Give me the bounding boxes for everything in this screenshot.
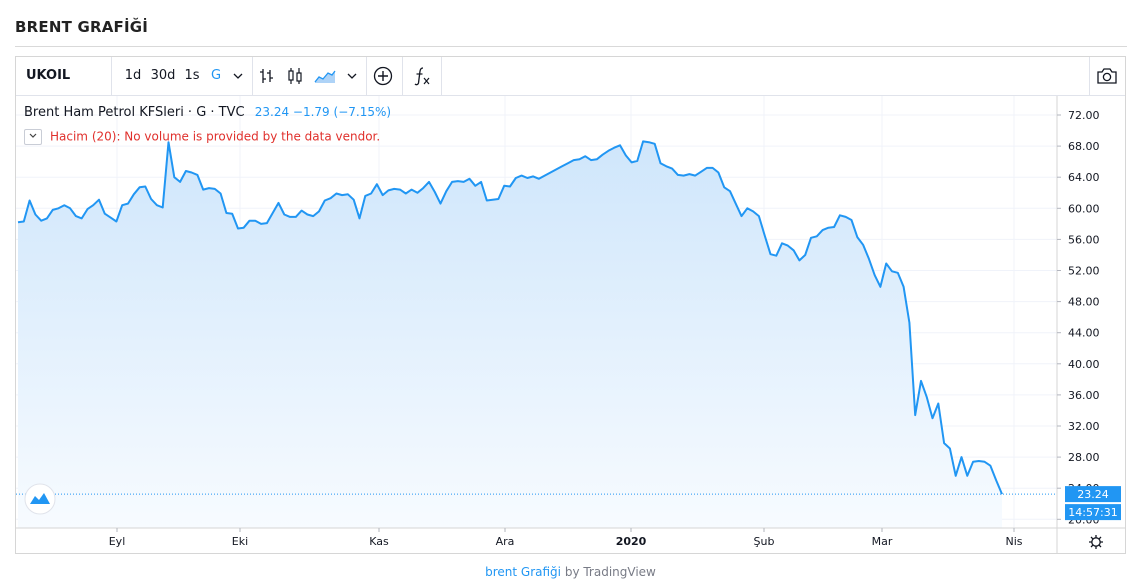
- page-title: BRENT GRAFİĞİ: [15, 18, 149, 36]
- price-chart[interactable]: 72.00 68.00 64.00 60.00 56.00 52.00 48.00 44.00…: [16, 96, 1125, 553]
- toolbar-divider: [441, 57, 442, 95]
- legend-last: 23.24: [254, 105, 290, 119]
- price-line[interactable]: [17, 140, 1003, 495]
- interval-1d-button[interactable]: 1d: [124, 68, 142, 83]
- price-tick-label: 32.00: [1068, 420, 1100, 433]
- legend-change: −1.79: [292, 105, 330, 119]
- tradingview-logo-icon[interactable]: [24, 483, 56, 515]
- time-tick-label: Ara: [496, 535, 515, 548]
- toolbar-divider: [366, 57, 367, 95]
- credit-line: brent Grafiği by TradingView: [0, 565, 1141, 579]
- countdown-label: 14:57:31: [1068, 506, 1117, 519]
- legend-change-pct: (−7.15%): [333, 105, 392, 119]
- time-axis[interactable]: Eyl Eki Kas Ara 2020 Şub Mar Nis: [109, 528, 1023, 548]
- time-tick-label: Nis: [1005, 535, 1022, 548]
- time-tick-label: Şub: [754, 535, 775, 548]
- toolbar-divider: [402, 57, 403, 95]
- last-price-label: 23.24: [1077, 488, 1109, 501]
- price-tick-label: 40.00: [1068, 358, 1100, 371]
- candles-style-icon[interactable]: [284, 57, 306, 95]
- snapshot-camera-icon[interactable]: [1094, 57, 1120, 95]
- time-tick-label: Mar: [872, 535, 893, 548]
- price-tick-label: 48.00: [1068, 296, 1100, 309]
- countdown-tag: [1065, 504, 1121, 521]
- interval-1s-button[interactable]: 1s: [184, 68, 200, 83]
- price-tick-label: 72.00: [1068, 109, 1100, 122]
- settings-gear-icon[interactable]: [1089, 535, 1103, 549]
- price-tick-label: 28.00: [1068, 451, 1100, 464]
- volume-note: Hacim (20): No volume is provided by the…: [50, 129, 381, 144]
- bars-style-icon[interactable]: [256, 57, 278, 95]
- chart-legend: Brent Ham Petrol KFSleri · G · TVC 23.24…: [24, 105, 391, 120]
- price-axis[interactable]: 72.00 68.00 64.00 60.00 56.00 52.00 48.00 44.00…: [1057, 109, 1100, 526]
- area-style-icon[interactable]: [312, 57, 338, 95]
- time-tick-label: Eki: [232, 535, 248, 548]
- price-tick-label: 68.00: [1068, 140, 1100, 153]
- price-tick-label: 64.00: [1068, 171, 1100, 184]
- add-compare-icon[interactable]: [371, 57, 395, 95]
- price-tick-label: 36.00: [1068, 389, 1100, 402]
- time-tick-label: Eyl: [109, 535, 126, 548]
- price-tick-label: 60.00: [1068, 202, 1100, 215]
- interval-g-button[interactable]: G: [210, 68, 222, 83]
- price-tick-label: 44.00: [1068, 327, 1100, 340]
- credit-by: by TradingView: [564, 565, 656, 579]
- chart-widget: UKOIL 1d 30d 1s G: [15, 56, 1126, 554]
- interval-dropdown-chevron-icon[interactable]: [230, 57, 246, 95]
- interval-30d-button[interactable]: 30d: [150, 68, 176, 83]
- last-price-tag: [1065, 486, 1121, 503]
- collapse-legend-chevron-icon[interactable]: [24, 129, 42, 145]
- volume-legend: Hacim (20): No volume is provided by the…: [24, 129, 380, 145]
- price-tick-label: 52.00: [1068, 265, 1100, 278]
- time-tick-label: 2020: [616, 535, 647, 548]
- symbol-search-button[interactable]: UKOIL: [26, 68, 71, 83]
- toolbar-divider: [252, 57, 253, 95]
- style-dropdown-chevron-icon[interactable]: [344, 57, 360, 95]
- price-area-fill: [18, 141, 1002, 528]
- last-price-tags: 23.24 14:57:31: [1065, 486, 1121, 521]
- credit-link[interactable]: brent Grafiği: [485, 565, 561, 579]
- price-tick-label: 56.00: [1068, 233, 1100, 246]
- legend-values: 23.24 −1.79 (−7.15%): [255, 105, 391, 119]
- plot-area: [16, 140, 1057, 528]
- indicators-fx-icon[interactable]: [410, 57, 434, 95]
- time-tick-label: Kas: [369, 535, 389, 548]
- title-divider: [15, 46, 1127, 47]
- series-name[interactable]: Brent Ham Petrol KFSleri · G · TVC: [24, 105, 245, 120]
- toolbar-divider: [1089, 57, 1090, 95]
- toolbar-divider: [111, 57, 112, 95]
- chart-toolbar: UKOIL 1d 30d 1s G: [16, 57, 1125, 96]
